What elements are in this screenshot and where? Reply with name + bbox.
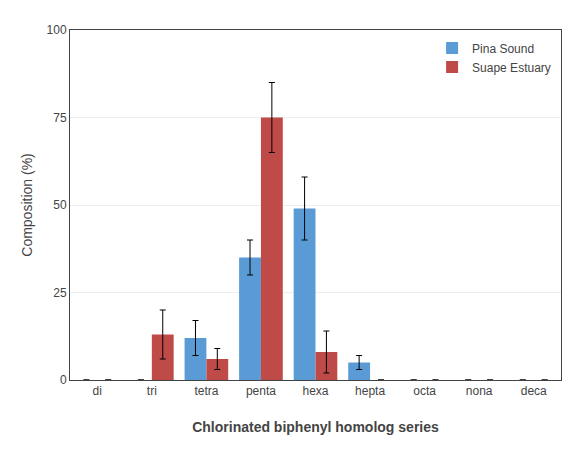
- svg-text:0: 0: [60, 373, 67, 387]
- svg-text:octa: octa: [413, 384, 436, 398]
- svg-text:di: di: [93, 384, 102, 398]
- svg-text:75: 75: [53, 111, 67, 125]
- svg-text:hexa: hexa: [302, 384, 328, 398]
- svg-text:hepta: hepta: [355, 384, 385, 398]
- svg-text:100: 100: [47, 23, 67, 37]
- svg-text:nona: nona: [466, 384, 493, 398]
- svg-text:Suape Estuary: Suape Estuary: [472, 61, 551, 75]
- svg-text:Pina Sound: Pina Sound: [472, 42, 534, 56]
- svg-text:50: 50: [53, 198, 67, 212]
- svg-text:tri: tri: [147, 384, 157, 398]
- svg-text:tetra: tetra: [194, 384, 218, 398]
- svg-text:25: 25: [53, 286, 67, 300]
- svg-text:penta: penta: [246, 384, 276, 398]
- svg-text:deca: deca: [521, 384, 547, 398]
- svg-text:Composition (%): Composition (%): [19, 153, 35, 256]
- svg-text:Chlorinated biphenyl homolog s: Chlorinated biphenyl homolog series: [192, 419, 439, 435]
